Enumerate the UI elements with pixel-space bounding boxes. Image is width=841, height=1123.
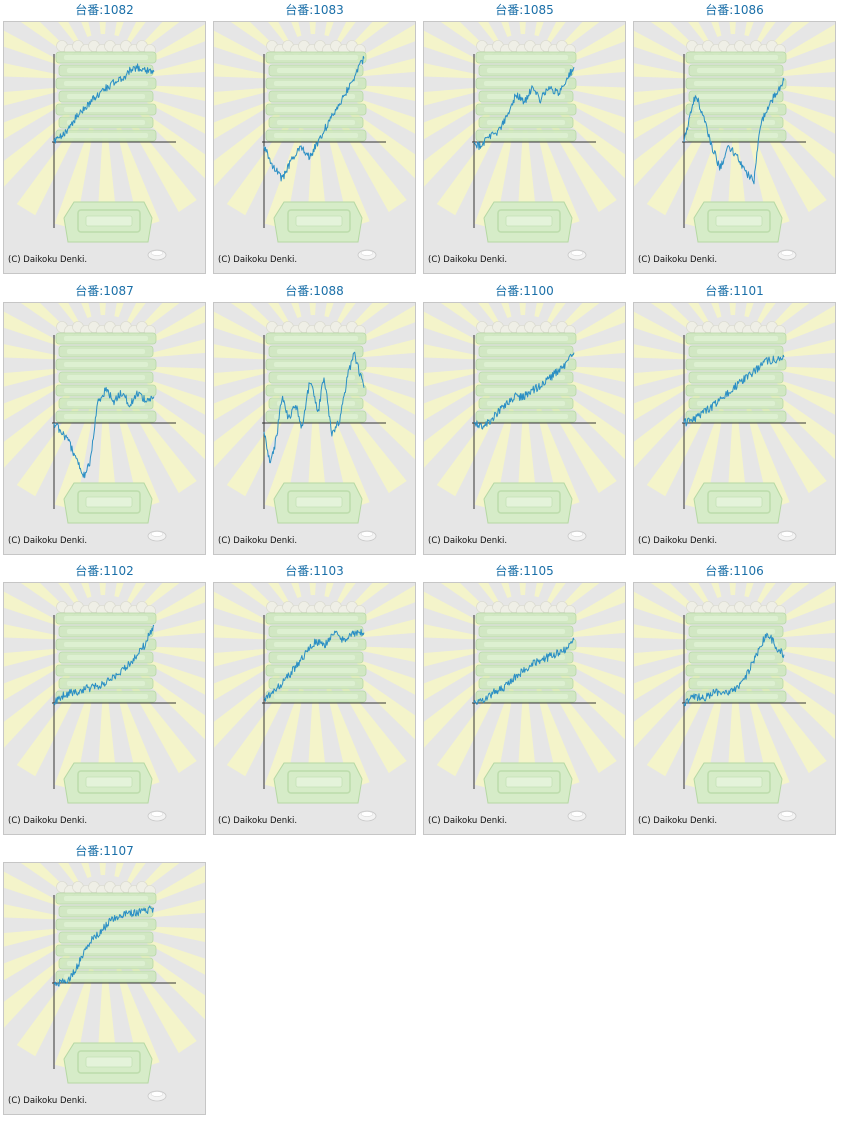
copyright-text: (C) Daikoku Denki. xyxy=(8,1096,88,1106)
chart-svg xyxy=(214,22,415,261)
background-art xyxy=(214,583,415,822)
chart-panel: (C) Daikoku Denki. xyxy=(423,582,626,835)
copyright-text: (C) Daikoku Denki. xyxy=(8,255,88,265)
copyright-text: (C) Daikoku Denki. xyxy=(8,536,88,546)
copyright-text: (C) Daikoku Denki. xyxy=(8,816,88,826)
chart-title[interactable]: 台番:1083 xyxy=(285,3,344,17)
background-art xyxy=(4,583,205,822)
chart-title[interactable]: 台番:1102 xyxy=(75,564,134,578)
chart-card-1101: 台番:1101 (C) Daikoku Denki. xyxy=(633,281,836,556)
background-art xyxy=(634,303,835,542)
copyright-text: (C) Daikoku Denki. xyxy=(638,536,718,546)
chart-svg xyxy=(4,22,205,261)
background-art xyxy=(4,22,205,261)
background-art xyxy=(214,22,415,261)
chart-title[interactable]: 台番:1105 xyxy=(495,564,554,578)
chart-title[interactable]: 台番:1100 xyxy=(495,284,554,298)
chart-card-1082: 台番:1082 (C) Daikoku Denki. xyxy=(3,0,206,275)
chart-panel: (C) Daikoku Denki. xyxy=(633,21,836,274)
chart-panel: (C) Daikoku Denki. xyxy=(3,862,206,1115)
background-art xyxy=(424,583,625,822)
series-line xyxy=(53,905,154,987)
chart-card-1083: 台番:1083 (C) Daikoku Denki. xyxy=(213,0,416,275)
chart-panel: (C) Daikoku Denki. xyxy=(3,302,206,555)
series-line xyxy=(683,354,785,427)
series-line xyxy=(683,632,785,707)
chart-panel: (C) Daikoku Denki. xyxy=(423,21,626,274)
chart-panel: (C) Daikoku Denki. xyxy=(633,582,836,835)
chart-svg xyxy=(634,583,835,822)
chart-card-1088: 台番:1088 (C) Daikoku Denki. xyxy=(213,281,416,556)
chart-title[interactable]: 台番:1103 xyxy=(285,564,344,578)
chart-card-1085: 台番:1085 (C) Daikoku Denki. xyxy=(423,0,626,275)
copyright-text: (C) Daikoku Denki. xyxy=(218,255,298,265)
background-art xyxy=(4,303,205,542)
series-line xyxy=(683,77,785,185)
series-line xyxy=(263,55,365,182)
chart-card-1102: 台番:1102 (C) Daikoku Denki. xyxy=(3,561,206,836)
chart-panel: (C) Daikoku Denki. xyxy=(3,21,206,274)
series-line xyxy=(53,624,155,706)
chart-title[interactable]: 台番:1087 xyxy=(75,284,134,298)
chart-title[interactable]: 台番:1082 xyxy=(75,3,134,17)
chart-title[interactable]: 台番:1101 xyxy=(705,284,764,298)
chart-panel: (C) Daikoku Denki. xyxy=(213,302,416,555)
chart-svg xyxy=(214,303,415,542)
series-line xyxy=(473,352,575,430)
chart-panel: (C) Daikoku Denki. xyxy=(213,21,416,274)
chart-svg xyxy=(424,22,625,261)
background-art xyxy=(4,863,205,1102)
series-line xyxy=(473,637,575,705)
series-line xyxy=(263,351,365,464)
chart-title[interactable]: 台番:1088 xyxy=(285,284,344,298)
chart-title[interactable]: 台番:1107 xyxy=(75,844,134,858)
chart-panel: (C) Daikoku Denki. xyxy=(213,582,416,835)
chart-title[interactable]: 台番:1106 xyxy=(705,564,764,578)
series-line xyxy=(53,386,155,479)
chart-card-1086: 台番:1086 (C) Daikoku Denki. xyxy=(633,0,836,275)
chart-svg xyxy=(214,583,415,822)
chart-svg xyxy=(424,303,625,542)
chart-panel: (C) Daikoku Denki. xyxy=(423,302,626,555)
chart-svg xyxy=(4,303,205,542)
chart-card-1105: 台番:1105 (C) Daikoku Denki. xyxy=(423,561,626,836)
background-art xyxy=(214,303,415,542)
copyright-text: (C) Daikoku Denki. xyxy=(428,536,508,546)
chart-title[interactable]: 台番:1086 xyxy=(705,3,764,17)
chart-card-1103: 台番:1103 (C) Daikoku Denki. xyxy=(213,561,416,836)
chart-panel: (C) Daikoku Denki. xyxy=(633,302,836,555)
background-art xyxy=(424,22,625,261)
chart-card-1107: 台番:1107 (C) Daikoku Denki. xyxy=(3,841,206,1116)
copyright-text: (C) Daikoku Denki. xyxy=(638,816,718,826)
chart-title[interactable]: 台番:1085 xyxy=(495,3,554,17)
series-line xyxy=(473,67,575,151)
background-art xyxy=(634,583,835,822)
series-line xyxy=(53,63,155,144)
chart-svg xyxy=(634,22,835,261)
copyright-text: (C) Daikoku Denki. xyxy=(218,536,298,546)
chart-svg xyxy=(634,303,835,542)
copyright-text: (C) Daikoku Denki. xyxy=(428,255,508,265)
background-art xyxy=(424,303,625,542)
copyright-text: (C) Daikoku Denki. xyxy=(638,255,718,265)
chart-svg xyxy=(4,583,205,822)
chart-svg xyxy=(4,863,205,1102)
chart-panel: (C) Daikoku Denki. xyxy=(3,582,206,835)
chart-card-1087: 台番:1087 (C) Daikoku Denki. xyxy=(3,281,206,556)
chart-card-1100: 台番:1100 (C) Daikoku Denki. xyxy=(423,281,626,556)
chart-card-1106: 台番:1106 (C) Daikoku Denki. xyxy=(633,561,836,836)
series-line xyxy=(263,629,365,702)
copyright-text: (C) Daikoku Denki. xyxy=(428,816,508,826)
background-art xyxy=(634,22,835,261)
chart-svg xyxy=(424,583,625,822)
copyright-text: (C) Daikoku Denki. xyxy=(218,816,298,826)
